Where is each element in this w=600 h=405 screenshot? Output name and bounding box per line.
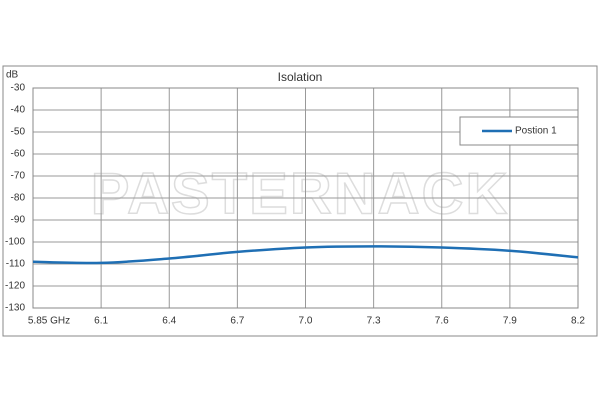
y-tick-label: -110	[6, 259, 26, 270]
x-tick-label: 5.85 GHz	[28, 316, 70, 327]
y-tick-label: -50	[11, 127, 26, 138]
y-axis-label: dB	[6, 70, 19, 81]
x-tick-label: 6.4	[162, 316, 176, 327]
legend-label: Postion 1	[515, 126, 557, 137]
y-tick-label: -90	[11, 215, 26, 226]
x-tick-label: 7.6	[435, 316, 449, 327]
plot-border	[32, 87, 579, 309]
x-tick-label: 7.3	[367, 316, 381, 327]
chart-frame	[2, 65, 598, 337]
y-tick-label: -30	[11, 83, 26, 94]
x-tick-label: 8.2	[571, 316, 585, 327]
y-tick-label: -70	[11, 171, 26, 182]
x-tick-label: 7.0	[299, 316, 313, 327]
y-tick-label: -80	[11, 193, 26, 204]
x-tick-label: 6.1	[94, 316, 108, 327]
y-tick-label: -120	[5, 281, 25, 292]
y-tick-label: -60	[11, 149, 26, 160]
y-tick-label: -100	[5, 237, 25, 248]
x-tick-label: 6.7	[230, 316, 244, 327]
y-tick-label: -40	[11, 105, 26, 116]
x-tick-label: 7.9	[503, 316, 517, 327]
series-line	[32, 245, 579, 265]
chart-title: Isolation	[278, 70, 323, 84]
legend-box	[459, 116, 579, 146]
y-tick-label: -130	[5, 303, 25, 314]
watermark: PASTERNACK	[91, 161, 510, 226]
